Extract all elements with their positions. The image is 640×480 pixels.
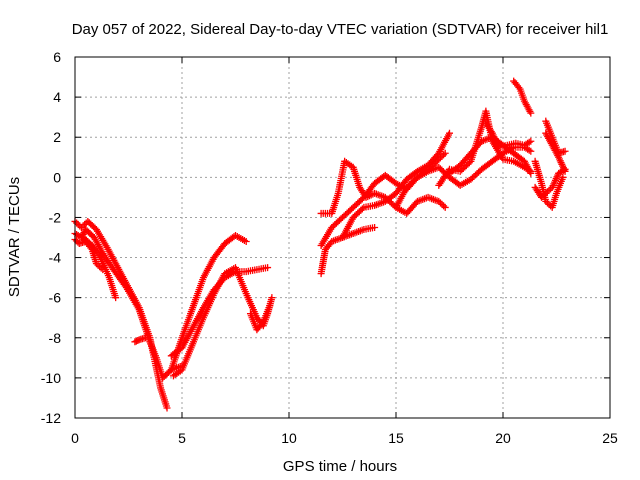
data-point xyxy=(266,302,274,310)
y-tick-label: 4 xyxy=(53,89,61,105)
x-tick-label: 5 xyxy=(178,430,186,446)
data-point xyxy=(545,186,553,194)
y-tick-label: 2 xyxy=(53,129,61,145)
y-tick-label: -8 xyxy=(49,330,62,346)
data-point xyxy=(371,223,379,231)
series-arc-1 xyxy=(71,217,171,412)
series-arc-16 xyxy=(435,107,535,189)
data-point xyxy=(436,199,444,207)
data-point xyxy=(527,167,535,175)
x-tick-label: 15 xyxy=(388,430,404,446)
data-point xyxy=(163,404,171,412)
data-point xyxy=(96,263,104,271)
series-arc-5 xyxy=(131,334,150,346)
data-point xyxy=(73,219,81,227)
y-tick-label: 6 xyxy=(53,49,61,65)
data-point xyxy=(142,334,150,342)
data-point xyxy=(525,138,533,146)
data-point xyxy=(527,147,535,155)
data-point xyxy=(74,220,82,228)
data-point xyxy=(112,294,120,302)
data-point xyxy=(545,200,553,208)
series-arc-22 xyxy=(542,129,569,175)
data-point xyxy=(438,152,446,160)
data-point xyxy=(358,205,366,213)
data-point xyxy=(525,146,533,154)
series-arc-10 xyxy=(317,223,379,278)
y-tick-label: -12 xyxy=(41,410,61,426)
data-point xyxy=(94,261,102,269)
data-point xyxy=(81,220,89,228)
x-tick-label: 0 xyxy=(71,430,79,446)
series-arc-4 xyxy=(80,234,120,302)
data-point xyxy=(268,294,276,302)
y-tick-label: -2 xyxy=(49,209,62,225)
y-tick-label: -10 xyxy=(41,370,61,386)
data-point xyxy=(77,223,85,231)
data-points xyxy=(71,77,569,412)
data-point xyxy=(561,147,569,155)
data-point xyxy=(561,167,569,175)
series-arc-2 xyxy=(71,225,186,382)
data-point xyxy=(542,197,550,205)
data-point xyxy=(527,137,535,145)
series-arc-21 xyxy=(531,157,567,211)
y-axis-label: SDTVAR / TECUs xyxy=(6,177,23,297)
chart-title: Day 057 of 2022, Sidereal Day-to-day VTE… xyxy=(72,21,609,38)
data-point xyxy=(242,238,250,246)
series-arc-9 xyxy=(246,302,274,334)
data-point xyxy=(440,151,448,159)
y-tick-label: -6 xyxy=(49,290,62,306)
series-arc-6 xyxy=(167,231,250,374)
data-point xyxy=(438,200,446,208)
data-point xyxy=(435,197,443,205)
data-point xyxy=(441,149,449,157)
data-point xyxy=(525,166,533,174)
data-point xyxy=(440,202,448,210)
plot-frame xyxy=(74,56,611,419)
data-point xyxy=(134,336,142,344)
data-point xyxy=(79,222,87,230)
y-tick-label: -4 xyxy=(49,250,62,266)
data-point xyxy=(527,109,535,117)
data-point xyxy=(559,173,567,181)
data-point xyxy=(92,260,100,268)
series-arc-13 xyxy=(339,129,453,241)
data-point xyxy=(258,319,266,327)
x-axis-label: GPS time / hours xyxy=(283,458,397,475)
y-tick-label: 0 xyxy=(53,169,61,185)
data-point xyxy=(515,83,523,91)
series-arc-17 xyxy=(482,119,535,151)
series-arc-18 xyxy=(510,77,535,117)
x-tick-label: 25 xyxy=(602,430,618,446)
data-point xyxy=(264,264,272,272)
data-point xyxy=(543,199,551,207)
data-point xyxy=(446,129,453,137)
x-tick-label: 10 xyxy=(281,430,297,446)
x-tick-label: 20 xyxy=(495,430,511,446)
data-point xyxy=(441,203,449,211)
